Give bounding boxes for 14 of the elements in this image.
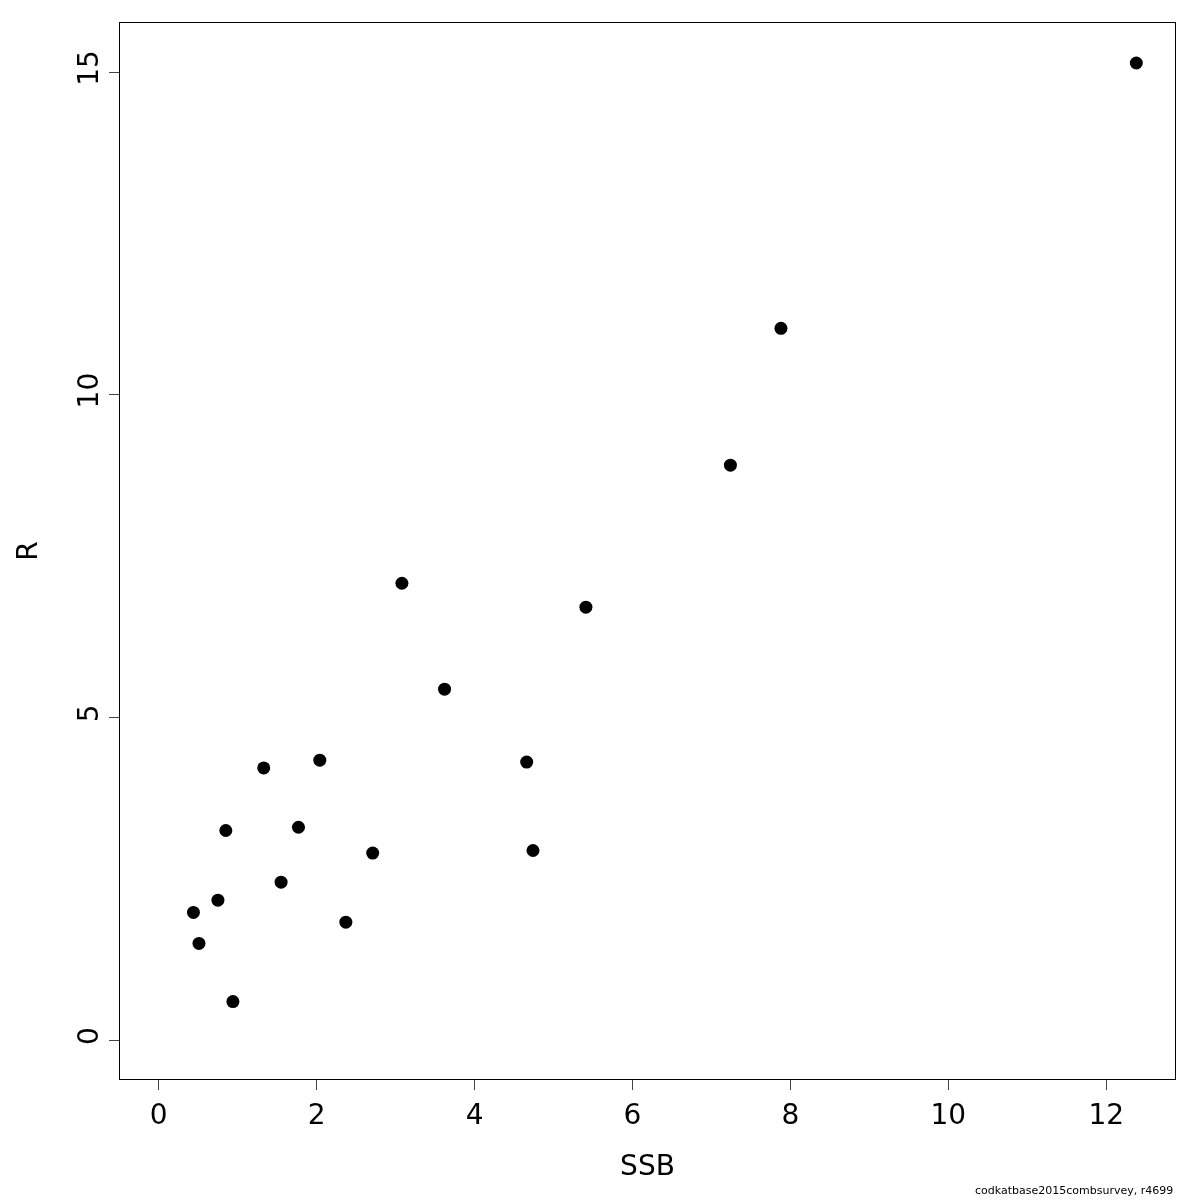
y-tick-label: 5 [71, 704, 105, 723]
y-axis-title: R [11, 541, 45, 561]
x-tick-label: 10 [930, 1097, 967, 1131]
x-tick-label: 0 [149, 1097, 168, 1131]
y-tick-label: 10 [71, 372, 105, 409]
x-tick-label: 2 [307, 1097, 326, 1131]
x-tick-label: 6 [623, 1097, 642, 1131]
text: codkatbase2015combsurvey, r4699 [975, 1184, 1174, 1197]
x-tick-label: 4 [465, 1097, 484, 1131]
x-tick-label: 8 [781, 1097, 800, 1131]
x-axis-title: SSB [620, 1148, 675, 1182]
x-tick-label: 12 [1088, 1097, 1125, 1131]
y-tick-label: 15 [71, 50, 105, 86]
y-tick-label: 0 [71, 1027, 105, 1045]
